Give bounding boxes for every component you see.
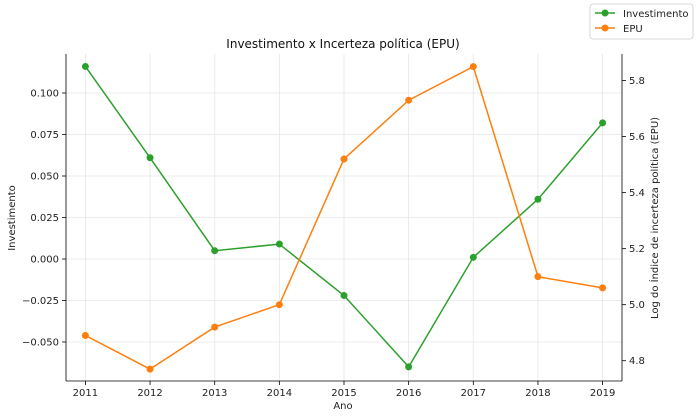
x-tick-label-2017: 2017	[461, 388, 486, 399]
y-right-tick-label-5: 4.8	[629, 356, 645, 367]
point-epu-2018	[534, 273, 542, 281]
y-left-tick-label-3: 0.025	[30, 213, 59, 224]
point-investimento-2016	[405, 363, 413, 371]
legend-box	[589, 3, 694, 40]
x-tick-label-2014: 2014	[267, 388, 292, 399]
point-epu-2012	[146, 365, 154, 373]
x-tick-label-2016: 2016	[396, 388, 421, 399]
y-right-tick-label-2: 5.4	[629, 188, 645, 199]
point-epu-2016	[405, 96, 413, 104]
legend-label-epu: EPU	[623, 24, 643, 35]
point-investimento-2012	[146, 154, 154, 162]
point-investimento-2013	[211, 247, 219, 255]
axes	[62, 54, 626, 385]
x-tick-label-2018: 2018	[525, 388, 550, 399]
x-axis-label: Ano	[333, 401, 352, 412]
y-left-tick-label-4: 0.000	[30, 254, 59, 265]
legend-label-investimento: Investimento	[623, 9, 689, 20]
point-epu-2019	[599, 284, 607, 292]
grid-lines	[66, 54, 622, 381]
y-axis-right-label: Log do Índice de incerteza política (EPU…	[648, 117, 661, 319]
point-epu-2013	[211, 323, 219, 331]
chart-title: Investimento x Incerteza política (EPU)	[226, 37, 459, 51]
x-tick-label-2019: 2019	[590, 388, 615, 399]
point-investimento-2018	[534, 195, 542, 203]
legend-marker-epu	[601, 24, 609, 32]
y-left-tick-label-2: 0.050	[30, 172, 59, 183]
x-tick-label-2013: 2013	[202, 388, 227, 399]
y-left-tick-label-1: 0.075	[30, 130, 59, 141]
point-epu-2011	[81, 332, 89, 340]
x-tick-label-2015: 2015	[331, 388, 356, 399]
y-left-tick-label-5: −0.025	[22, 296, 59, 307]
point-investimento-2011	[81, 62, 89, 70]
x-tick-label-2011: 2011	[73, 388, 98, 399]
tick-labels: 2011 2012 2013 2014 2015 2016 2017 2018 2019 0.10…	[22, 76, 645, 399]
y-right-tick-label-3: 5.2	[629, 244, 645, 255]
point-investimento-2017	[469, 253, 477, 261]
point-investimento-2015	[340, 292, 348, 300]
y-right-tick-label-4: 5.0	[629, 300, 645, 311]
y-right-tick-label-0: 5.8	[629, 76, 645, 87]
point-epu-2017	[469, 63, 477, 71]
y-left-tick-label-6: −0.050	[22, 337, 59, 348]
x-tick-label-2012: 2012	[137, 388, 162, 399]
y-axis-left-label: Investimento	[7, 185, 18, 251]
legend: Investimento EPU	[589, 3, 694, 40]
y-right-tick-label-1: 5.6	[629, 132, 645, 143]
y-left-tick-label-0: 0.100	[30, 89, 59, 100]
series-lines	[81, 62, 607, 373]
point-epu-2014	[275, 301, 283, 309]
point-investimento-2019	[599, 119, 607, 127]
legend-marker-investimento	[601, 9, 609, 17]
point-investimento-2014	[275, 240, 283, 248]
point-epu-2015	[340, 155, 348, 163]
